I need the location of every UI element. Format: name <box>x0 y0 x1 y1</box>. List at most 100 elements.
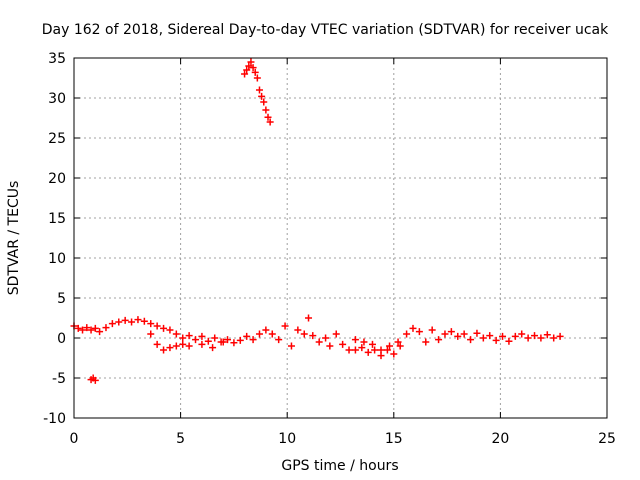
data-point <box>243 332 251 340</box>
data-point <box>185 342 193 350</box>
axis-ticks <box>73 57 608 419</box>
data-point <box>224 336 232 344</box>
data-point <box>531 332 539 340</box>
data-point <box>160 346 168 354</box>
data-point <box>102 324 110 332</box>
data-point <box>179 334 187 342</box>
data-point <box>543 331 551 339</box>
data-point <box>153 322 161 330</box>
data-point <box>253 74 261 82</box>
data-point <box>518 330 526 338</box>
data-point <box>268 330 276 338</box>
data-point <box>166 326 174 334</box>
data-point <box>172 342 180 350</box>
data-point <box>403 330 411 338</box>
data-point <box>209 344 217 352</box>
data-point <box>134 316 142 324</box>
y-tick-label: -10 <box>43 411 66 427</box>
data-point <box>550 334 558 342</box>
data-point <box>172 330 180 338</box>
data-point <box>360 338 368 346</box>
data-point <box>79 326 87 334</box>
x-axis-title: GPS time / hours <box>281 458 398 474</box>
data-point <box>511 332 519 340</box>
data-point <box>266 118 274 126</box>
data-point <box>262 106 270 114</box>
data-point <box>422 338 430 346</box>
data-point <box>140 317 148 325</box>
data-point <box>166 344 174 352</box>
data-point <box>243 66 251 74</box>
data-point <box>211 334 219 342</box>
data-point <box>454 332 462 340</box>
grid <box>74 58 607 418</box>
data-point <box>219 338 227 346</box>
data-point <box>204 337 212 345</box>
data-point <box>499 332 507 340</box>
data-point <box>241 70 249 78</box>
data-point <box>249 64 257 72</box>
data-point <box>467 336 475 344</box>
y-tick-label: 5 <box>57 291 66 307</box>
data-point <box>179 340 187 348</box>
data-point <box>479 334 487 342</box>
data-point <box>96 328 104 336</box>
y-tick-label: 0 <box>57 331 66 347</box>
plot-frame <box>73 57 608 419</box>
data-point <box>160 324 168 332</box>
data-point <box>260 98 268 106</box>
data-point <box>556 332 564 340</box>
data-point <box>262 326 270 334</box>
data-point <box>108 320 116 328</box>
y-tick-label: 35 <box>48 51 66 67</box>
data-point <box>247 58 255 66</box>
x-tick-label: 0 <box>70 431 79 447</box>
data-point <box>121 316 129 324</box>
data-point <box>435 336 443 344</box>
data-point <box>396 342 404 350</box>
x-tick-label: 25 <box>598 431 616 447</box>
data-point <box>192 336 200 344</box>
data-point <box>287 342 295 350</box>
data-point <box>345 346 353 354</box>
data-point <box>386 342 394 350</box>
data-point <box>473 329 481 337</box>
data-point <box>294 326 302 334</box>
data-point <box>351 346 359 354</box>
data-point <box>230 339 238 347</box>
data-point <box>258 92 266 100</box>
data-point <box>255 330 263 338</box>
data-point <box>83 324 91 332</box>
data-point <box>281 322 289 330</box>
data-point <box>441 330 449 338</box>
data-point <box>364 348 372 356</box>
data-point <box>322 334 330 342</box>
data-point <box>332 330 340 338</box>
tick-labels: 0 5 10 15 20 25 -10 -5 0 5 10 15 20 25 30 35 <box>43 51 616 447</box>
data-point <box>315 338 323 346</box>
data-point <box>91 324 99 332</box>
data-point <box>185 332 193 340</box>
data-point <box>390 350 398 358</box>
data-point <box>275 336 283 344</box>
data-point <box>153 340 161 348</box>
data-point <box>492 336 500 344</box>
chart-title: Day 162 of 2018, Sidereal Day-to-day VTE… <box>42 22 609 38</box>
data-point <box>128 318 136 326</box>
x-tick-label: 20 <box>491 431 509 447</box>
data-points <box>70 58 564 384</box>
y-axis-title: SDTVAR / TECUs <box>6 181 22 296</box>
data-point <box>236 336 244 344</box>
data-point <box>339 340 347 348</box>
x-tick-label: 15 <box>385 431 403 447</box>
data-point <box>537 334 545 342</box>
y-tick-label: 10 <box>48 251 66 267</box>
data-point <box>264 113 272 121</box>
data-point <box>251 68 259 76</box>
data-point <box>147 330 155 338</box>
data-point <box>305 314 313 322</box>
data-point <box>249 336 257 344</box>
data-point <box>255 86 263 94</box>
data-point <box>524 334 532 342</box>
data-point <box>383 346 391 354</box>
